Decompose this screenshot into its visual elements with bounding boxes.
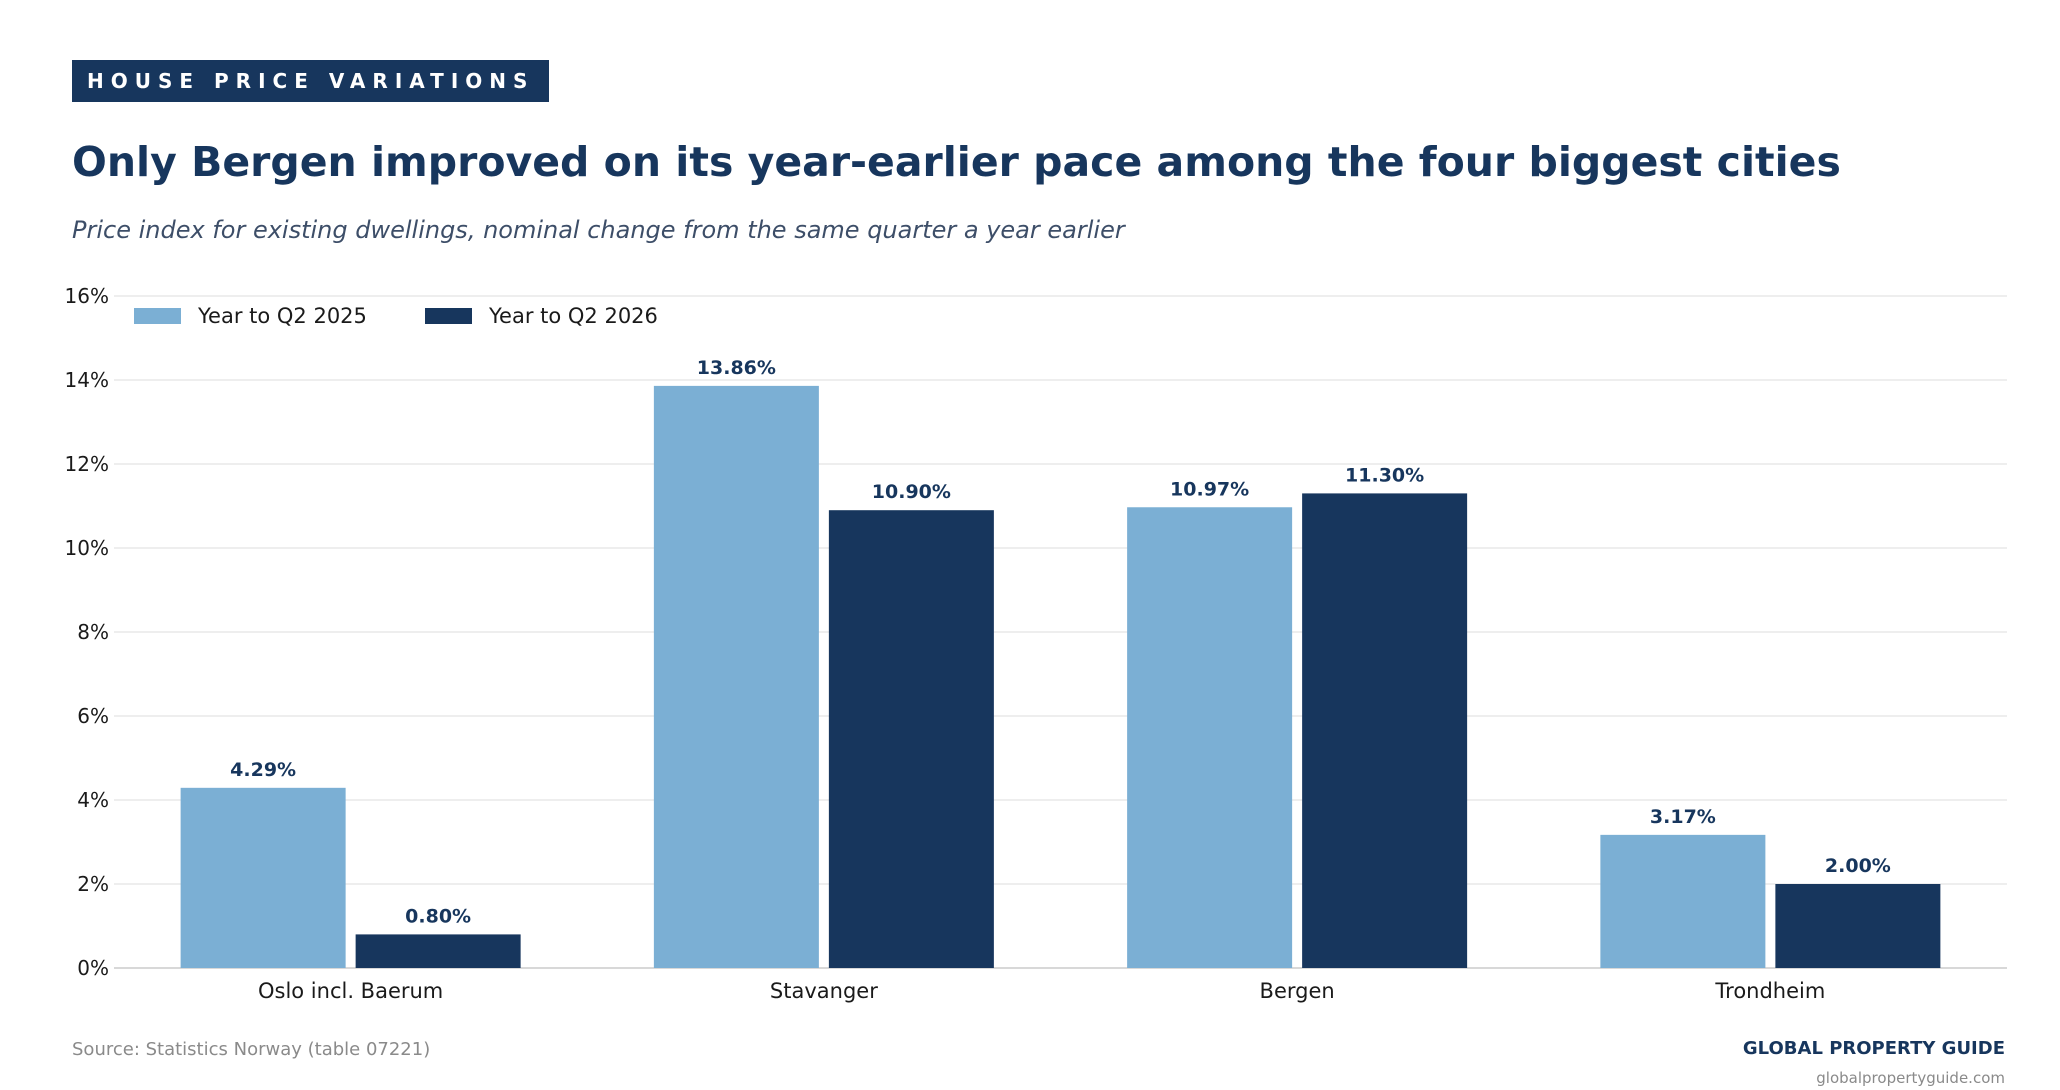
data-label: 10.97% [1170,478,1249,500]
legend-swatch [425,308,472,324]
legend-label: Year to Q2 2026 [488,304,658,328]
bar [1600,834,1766,968]
y-tick-label: 0% [77,956,109,980]
bar [1127,507,1293,968]
x-tick-label: Trondheim [1714,979,1825,1003]
bar [828,510,994,968]
x-tick-label: Bergen [1260,979,1335,1003]
y-tick-label: 4% [77,788,109,812]
y-tick-label: 6% [77,704,109,728]
data-label: 3.17% [1650,806,1716,828]
legend-label: Year to Q2 2025 [197,304,367,328]
bar [355,934,521,968]
section-tag: HOUSE PRICE VARIATIONS [72,60,550,102]
bar [180,787,346,968]
source-note: Source: Statistics Norway (table 07221) [72,1039,431,1060]
legend-swatch [134,308,181,324]
y-tick-label: 16% [65,284,109,308]
bar-chart: 0% 2% 4% 6% 8% 10% 12% 14% 16% 4.29% 0.80% Oslo inc… [65,284,2007,1003]
data-label: 4.29% [230,759,296,781]
chart-title: Only Bergen improved on its year-earlier… [72,138,1841,186]
bar [653,385,819,968]
x-tick-label: Stavanger [770,979,878,1003]
y-tick-label: 10% [65,536,109,560]
data-label: 10.90% [872,481,951,503]
bar [1302,493,1468,968]
brand-url: globalpropertyguide.com [1816,1069,2005,1087]
data-label: 2.00% [1825,855,1891,877]
data-label: 13.86% [697,357,776,379]
y-tick-label: 2% [77,872,109,896]
x-tick-label: Oslo incl. Baerum [258,979,443,1003]
brand-name: GLOBAL PROPERTY GUIDE [1742,1038,2005,1059]
y-tick-label: 8% [77,620,109,644]
data-label: 11.30% [1345,464,1424,486]
data-label: 0.80% [405,905,471,927]
y-tick-label: 14% [65,368,109,392]
chart-subtitle: Price index for existing dwellings, nomi… [72,216,1125,244]
bar [1775,884,1941,968]
y-tick-label: 12% [65,452,109,476]
